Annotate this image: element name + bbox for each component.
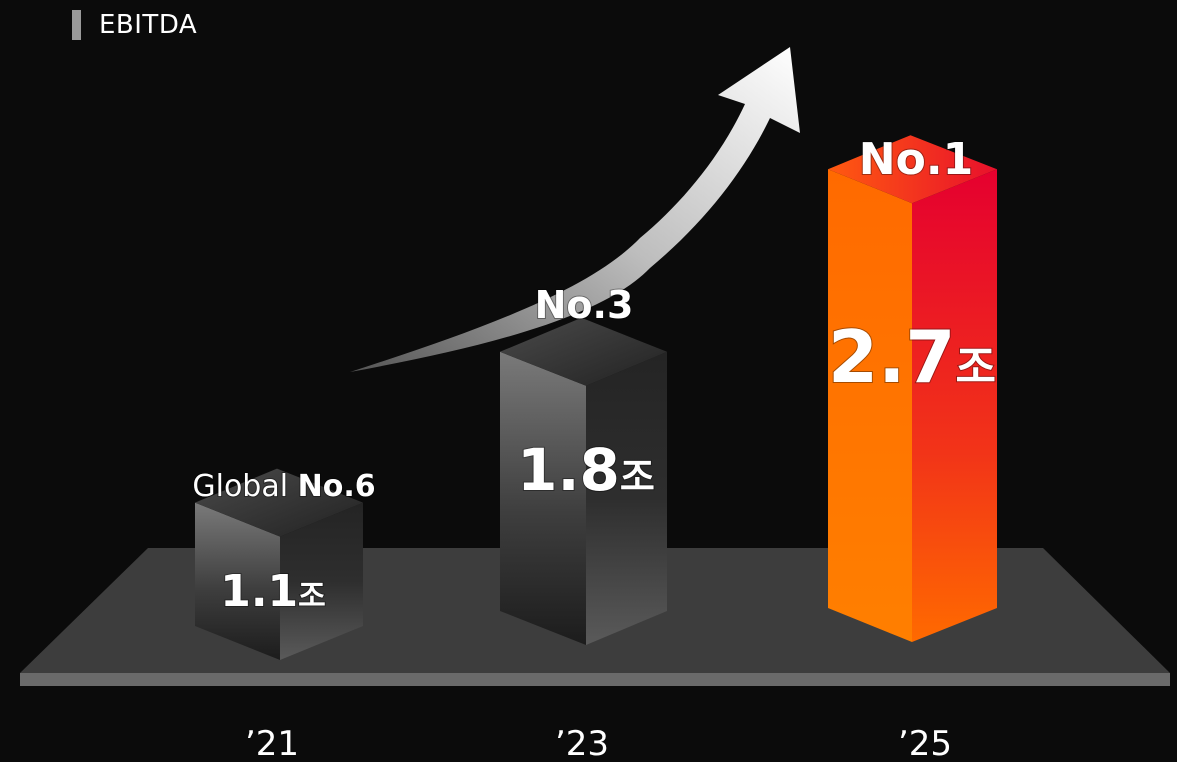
bar-3 [828,135,997,642]
value-label-2: 1.8조 [517,436,655,504]
bar-3-top-face [828,135,997,204]
platform-edge [20,673,1170,686]
x-tick-label-2: ’23 [555,724,609,762]
rank-text-1: No.6 [298,469,376,504]
trend-arrow [350,47,800,372]
value-unit-1: 조 [298,579,326,614]
bar-3-front-face [828,169,912,642]
rank-text-2: No.3 [535,283,634,327]
bar-2-front-face [500,351,586,645]
value-number-2: 1.8 [517,436,620,504]
bar-3-side-face [912,169,997,642]
value-number-1: 1.1 [220,566,298,617]
value-label-3: 2.7조 [828,315,996,399]
value-unit-2: 조 [620,455,655,499]
bar-2-side-face [586,351,667,645]
bar-2-top-face [500,317,667,386]
bar-1 [195,468,363,660]
rank-text-3: No.1 [859,134,973,185]
rank-label-1: Global No.6 [192,469,375,504]
rank-prefix-1: Global [192,469,297,504]
title-marker [72,10,81,40]
bar-2 [500,317,667,645]
value-label-1: 1.1조 [220,566,326,617]
x-tick-label-1: ’21 [245,724,299,762]
rank-label-3: No.1 [859,134,973,185]
value-number-3: 2.7 [828,315,956,399]
chart-title: EBITDA [99,10,198,40]
rank-label-2: No.3 [535,283,634,327]
bar-1-side-face [280,502,363,660]
value-unit-3: 조 [956,342,996,393]
bar-1-top-face [195,468,363,537]
x-tick-label-3: ’25 [898,724,952,762]
bar-1-front-face [195,502,280,660]
chart-title-block: EBITDA [72,9,197,41]
